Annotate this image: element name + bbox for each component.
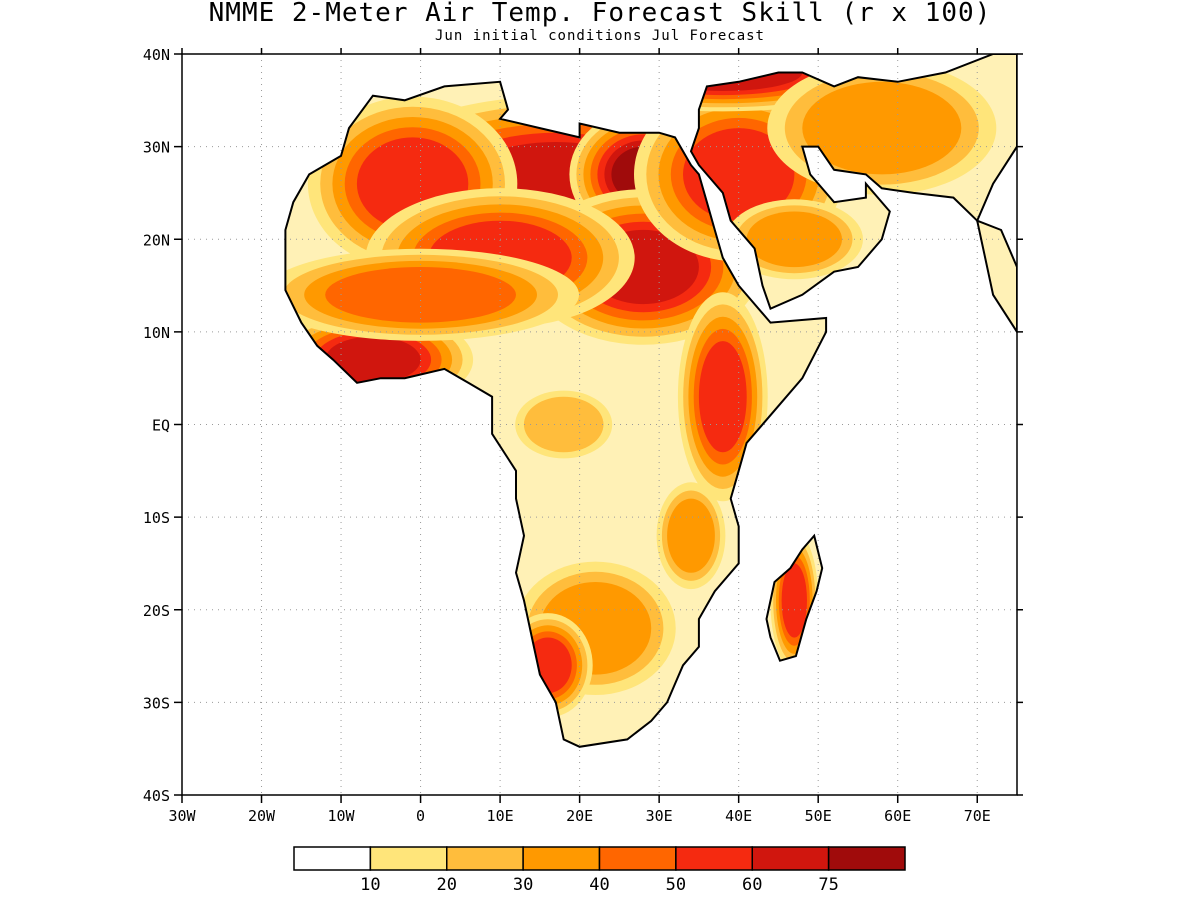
colorbar-swatch [827, 846, 906, 871]
lat-tick-label: 40S [143, 787, 170, 805]
colorbar-swatch [598, 846, 677, 871]
lat-tick-label: 20N [143, 231, 170, 249]
lat-tick-label: 30N [143, 139, 170, 157]
lon-tick-label: 30E [646, 807, 673, 825]
madagascar-coastline [765, 533, 824, 662]
africa-coastline [284, 80, 828, 748]
skill-region-congo [523, 396, 604, 453]
colorbar-label: 20 [437, 875, 457, 895]
lat-tick-label: 40N [143, 46, 170, 64]
lon-tick-label: 10E [487, 807, 514, 825]
lon-tick-label: 60E [884, 807, 911, 825]
skill-region-east-africa [698, 341, 747, 453]
lat-tick-label: 20S [143, 602, 170, 620]
lon-tick-label: 50E [805, 807, 832, 825]
lon-tick-label: 0 [416, 807, 425, 825]
lon-tick-label: 20W [248, 807, 276, 825]
lon-tick-label: 30W [168, 807, 196, 825]
map-subtitle: Jun initial conditions Jul Forecast [434, 28, 765, 44]
asia-coastline [689, 54, 1017, 334]
lon-tick-label: 70E [964, 807, 991, 825]
skill-region-west-africa-coast [325, 336, 421, 383]
colorbar-label: 60 [742, 875, 762, 895]
colorbar-label: 75 [818, 875, 838, 895]
lat-tick-label: 30S [143, 694, 170, 712]
colorbar-swatch [675, 846, 754, 871]
colorbar-swatch [522, 846, 601, 871]
colorbar-swatch [293, 846, 372, 871]
colorbar-label: 50 [666, 875, 686, 895]
colorbar-swatch [369, 846, 448, 871]
lon-tick-label: 40E [725, 807, 752, 825]
skill-region-madagascar [781, 563, 807, 638]
colorbar-label: 40 [589, 875, 609, 895]
lat-tick-label: 10S [143, 509, 170, 527]
lat-tick-label: 10N [143, 324, 170, 342]
skill-region-iran [802, 81, 962, 175]
lat-tick-label: EQ [152, 417, 170, 435]
lon-tick-label: 20E [566, 807, 593, 825]
skill-region-mozambique [667, 498, 715, 573]
map-title: NMME 2-Meter Air Temp. Forecast Skill (r… [208, 0, 992, 28]
lon-tick-label: 10W [328, 807, 356, 825]
colorbar-swatch [751, 846, 830, 871]
colorbar-label: 10 [360, 875, 380, 895]
colorbar-swatch [446, 846, 524, 871]
colorbar-label: 30 [513, 875, 533, 895]
